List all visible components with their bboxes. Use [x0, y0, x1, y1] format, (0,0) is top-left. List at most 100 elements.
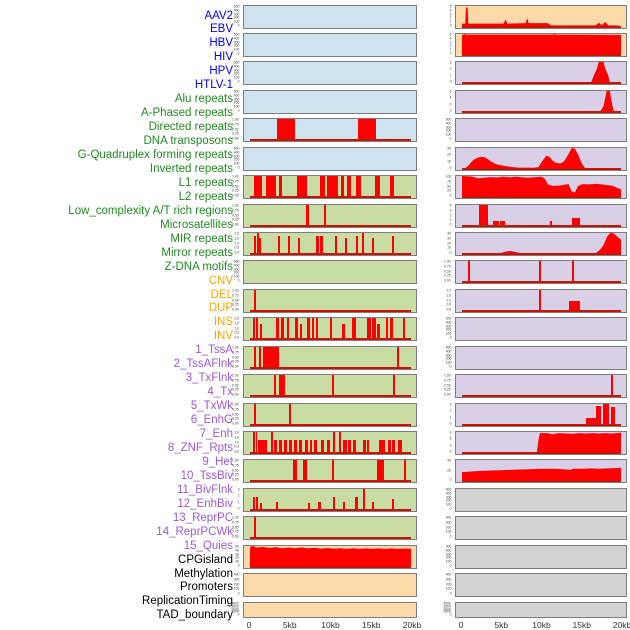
y-tick-label: 30	[447, 236, 451, 241]
plot-area	[250, 148, 411, 170]
track-panel-left-row9	[243, 260, 417, 285]
plot-area	[250, 232, 411, 255]
track-panel-right-row2	[455, 61, 627, 86]
signal-bar	[254, 236, 256, 255]
signal-bar	[372, 502, 375, 511]
signal-bar	[256, 318, 259, 341]
y-tick-label: 500	[233, 89, 239, 94]
signal-bar	[253, 496, 256, 511]
signal-bar	[319, 176, 325, 199]
signal-bar	[372, 318, 376, 341]
y-tick-label: 100	[233, 161, 239, 166]
signal-baseline	[462, 480, 621, 483]
y-tick-label: 10	[447, 159, 451, 164]
y-tick-label: 400	[445, 349, 451, 354]
signal-bar	[335, 236, 337, 255]
signal-baseline	[250, 537, 411, 540]
plot-area	[250, 603, 411, 617]
track-label-del: DEL	[210, 288, 233, 301]
signal-bar	[539, 261, 542, 284]
signal-bar	[362, 488, 365, 511]
plot-area	[250, 91, 411, 113]
y-tick-label: 0.50	[444, 383, 451, 388]
signal-bar	[287, 318, 289, 341]
y-tick-label: 0	[449, 250, 451, 255]
signal-area-chart	[462, 232, 621, 255]
signal-baseline	[462, 423, 621, 426]
y-axis-ticks-left-row12: 1.00 0.75 0.50 0.25 0.00	[215, 345, 241, 370]
track-panel-right-row4	[455, 118, 627, 143]
track-panel-right-row17	[455, 487, 627, 512]
y-tick-label: 100	[233, 19, 239, 23]
track-label-15-quies: 15_Quies	[183, 539, 233, 552]
y-tick-label: 0.25	[232, 302, 239, 307]
y-tick-label: 0.75	[232, 122, 239, 127]
y-tick-label: 400	[445, 320, 451, 325]
signal-bar	[299, 323, 302, 341]
y-tick-label: 0	[237, 79, 239, 84]
y-tick-label: 2.0	[234, 430, 239, 435]
track-label-11-bivflnk: 11_BivFlnk	[176, 483, 233, 496]
track-label-mir-repeats: MIR repeats	[170, 232, 233, 245]
y-tick-label: 0	[237, 165, 239, 170]
signal-baseline	[250, 480, 411, 483]
y-tick-label: 1.00	[444, 259, 451, 264]
track-panel-left-row0	[243, 4, 417, 29]
y-tick-label: 200	[445, 582, 451, 587]
y-tick-label: 0.0	[234, 335, 239, 340]
y-tick-label: 0.75	[444, 378, 451, 383]
y-tick-label: 3000	[443, 604, 451, 608]
y-tick-label: 0	[449, 591, 451, 596]
y-tick-label: 1	[449, 415, 451, 419]
y-tick-label: 0	[449, 534, 451, 539]
y-tick-label: 500	[233, 259, 239, 264]
y-tick-label: 500	[233, 146, 239, 151]
plot-area	[462, 119, 621, 141]
signal-bar	[270, 431, 274, 454]
y-tick-label: 0.25	[232, 217, 239, 221]
y-tick-label: 100	[445, 331, 451, 336]
y-tick-label: 0.00	[232, 193, 239, 198]
y-tick-label: 0.5	[234, 444, 239, 449]
y-tick-label: 1.0	[234, 241, 239, 246]
signal-bar	[478, 204, 488, 227]
signal-baseline	[250, 309, 411, 312]
y-tick-label: 0.00	[232, 392, 239, 397]
signal-bar	[307, 318, 311, 341]
track-label-replicationtiming: ReplicationTiming	[142, 595, 233, 608]
y-axis-ticks-left-row16: 1.00 0.75 0.50 0.25 0.00	[215, 459, 241, 483]
y-tick-label: 0	[237, 506, 239, 511]
y-tick-label: 500	[445, 117, 451, 122]
y-tick-label: 300	[233, 12, 239, 16]
y-tick-label: 1.00	[232, 373, 239, 378]
y-tick-label: 1.00	[232, 174, 239, 179]
track-label-13-reprpc: 13_ReprPC	[172, 511, 233, 524]
y-axis-ticks-left-row15: 2.0 1.5 1.0 0.5 0.0	[215, 431, 241, 455]
track-label-1-tssa: 1_TssA	[195, 344, 233, 357]
y-tick-label: 0	[449, 335, 451, 340]
track-label-alu-repeats: Alu repeats	[174, 93, 233, 106]
y-tick-label: 0.00	[232, 421, 239, 425]
y-tick-label: 0.75	[232, 208, 239, 212]
y-tick-label: 1.5	[446, 293, 451, 298]
track-panel-left-row8	[243, 231, 417, 256]
y-tick-label: 10	[235, 559, 239, 564]
y-tick-label: 3	[449, 208, 451, 212]
signal-bar	[571, 261, 575, 284]
y-tick-label: 1.0	[446, 298, 451, 303]
y-tick-label: 0	[237, 563, 239, 568]
signal-bar	[304, 439, 308, 454]
y-tick-label: 5	[449, 32, 451, 37]
plot-area	[250, 517, 411, 540]
track-panel-right-row11	[455, 317, 627, 342]
y-tick-label: 400	[233, 572, 239, 577]
y-tick-label: 4	[449, 95, 451, 100]
track-label-l1-repeats: L1 repeats	[178, 176, 233, 189]
signal-bar	[253, 318, 256, 341]
signal-area-chart	[462, 7, 621, 28]
y-tick-label: 1	[449, 47, 451, 52]
signal-bar	[277, 236, 280, 255]
